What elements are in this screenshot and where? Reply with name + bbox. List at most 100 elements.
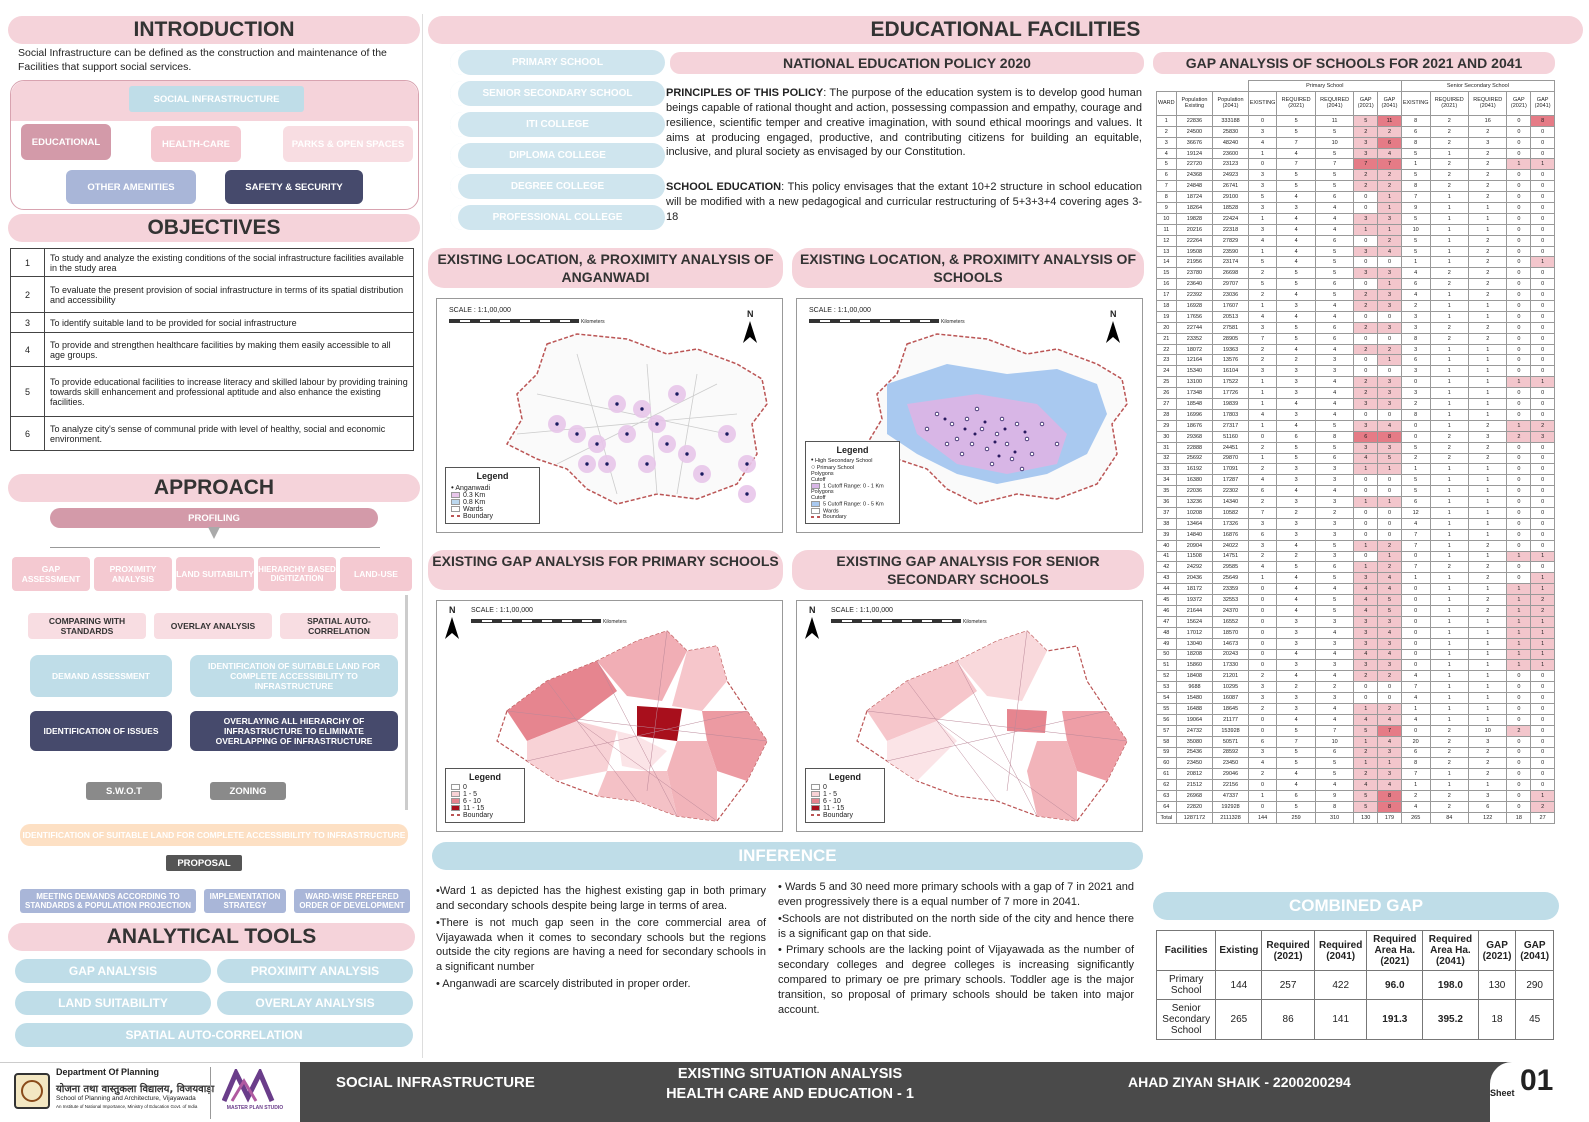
combined-cell: 422 [1313, 970, 1368, 1000]
gap-cell: 0 [1400, 376, 1431, 389]
gap-cell: 1 [1467, 692, 1508, 704]
gap-cell: 1 [1429, 702, 1470, 715]
gap-cell: 3 [1314, 463, 1355, 476]
north-arrow-icon [445, 617, 459, 639]
gap-cell: 310 [1314, 811, 1355, 824]
gap-cell: 1 [1247, 398, 1278, 410]
gap-cell: 0 [1353, 256, 1379, 269]
gap-cell: 1 [1429, 310, 1470, 323]
gap-cell: 0 [1377, 310, 1402, 323]
gap-cell: 0 [1530, 517, 1555, 530]
gap-cell: 1 [1429, 245, 1470, 258]
gap-row: 45 19372 32553 0 4 5 4 5 0 1 2 1 2 [1156, 594, 1555, 606]
gap-cell: 2 [1467, 278, 1508, 291]
gap-cell: 20812 [1175, 768, 1214, 781]
gap-cell: 8 [1400, 136, 1431, 149]
amenities-chip: OTHER AMENITIES [66, 170, 196, 204]
gap-row: 3 36676 48240 4 7 10 3 6 8 2 3 0 0 [1156, 136, 1555, 149]
gap-cell: 0 [1506, 169, 1532, 182]
gap-cell: 0 [1530, 496, 1555, 508]
combined-title: COMBINED GAP [1153, 892, 1559, 920]
gap-row: 2 24500 25830 3 5 5 2 2 6 2 2 0 0 [1156, 125, 1555, 138]
map-anganwadi[interactable]: SCALE : 1:1,00,000 Kilometers N Legend •… [436, 298, 783, 533]
gap-cell: 3 [1276, 659, 1316, 672]
gap-cell: 0 [1506, 365, 1532, 378]
gap-cell: 0 [1530, 735, 1555, 748]
legend-item-6: Cutoff [811, 495, 826, 502]
gap-cell: 5 [1314, 125, 1355, 138]
gap-cell: 2 [1467, 191, 1508, 204]
legend-text: Boundary [823, 514, 847, 520]
gap-cell: 0 [1353, 517, 1379, 530]
gap-cell: 2 [1247, 463, 1278, 476]
gap-cell: 4 [1377, 583, 1402, 596]
gap-cell: 29585 [1212, 561, 1249, 574]
gap-cell: 2 [1247, 441, 1278, 454]
gap-cell: 1 [1467, 376, 1508, 389]
gap-cell: 6 [1400, 354, 1431, 367]
gap-row: 5 22720 23123 0 7 7 7 7 1 2 2 1 1 [1156, 158, 1555, 171]
gap-cell: 0 [1506, 408, 1532, 421]
gap-cell: 15 [1156, 267, 1177, 280]
gap-cell: 6 [1276, 430, 1316, 443]
gap-cell: 0 [1530, 212, 1555, 225]
gap-cell: 1 [1467, 713, 1508, 726]
gap-cell: 1 [1429, 626, 1470, 639]
gap-cell: 52 [1156, 670, 1177, 683]
gap-cell: 11 [1314, 114, 1355, 127]
gap-cell: 4 [1314, 626, 1355, 639]
gap-cell: 5 [1314, 441, 1355, 454]
gap-cell: 1 [1429, 343, 1470, 356]
gap-cell: 59 [1156, 746, 1177, 759]
gap-cell: 29368 [1175, 430, 1214, 443]
gap-cell: 3 [1353, 659, 1379, 672]
gap-cell: 3 [1276, 387, 1316, 400]
legend-text: 6 - 10 [823, 798, 841, 805]
gap-cell: 1 [1506, 604, 1532, 617]
spa-name: School of Planning and Architecture, Vij… [56, 1095, 196, 1102]
gap-cell: 6 [1314, 746, 1355, 759]
gap-row: 32 25692 29870 1 5 6 4 5 2 2 2 0 0 [1156, 452, 1555, 465]
edu-facility-item: SENIOR SECONDARY SCHOOL [450, 81, 665, 106]
gap-cell: 1 [1467, 506, 1508, 519]
gap-cell: 4 [1314, 485, 1355, 498]
gap-cell: 29870 [1212, 452, 1249, 465]
gap-cell: 1 [1530, 256, 1555, 269]
gap-cell: 2 [1247, 343, 1278, 356]
gap-cell: 23 [1156, 354, 1177, 367]
gap-row: 31 22888 24451 2 5 5 3 3 5 2 2 0 0 [1156, 441, 1555, 454]
gap-cell: 1 [1429, 376, 1470, 389]
combined-cell: Primary School [1155, 970, 1217, 1000]
map3-scale: SCALE : 1:1,00,000 [471, 607, 533, 614]
gap-cell: 1 [1353, 757, 1379, 770]
map-secondary-gap[interactable]: SCALE : 1:1,00,000 Kilometers N Legend 0… [796, 600, 1143, 832]
gap-cell: 7 [1353, 158, 1379, 171]
ident-box: IDENTIFICATION OF SUITABLE LAND FOR COMP… [190, 655, 398, 697]
gap-cell: 18676 [1175, 419, 1214, 432]
gap-row: 49 13040 14673 0 3 3 3 3 0 1 1 1 1 [1156, 637, 1555, 650]
gap-cell: 8 [1400, 180, 1431, 193]
gap-cell: 2 [1429, 278, 1470, 291]
edu-facility-item: DIPLOMA COLLEGE [450, 143, 665, 168]
gap-cell: 0 [1530, 779, 1555, 792]
gap-cell: 0 [1506, 114, 1532, 127]
gap-row: Total 1287172 2111328 144 259 310 130 179 265 84 1… [1156, 811, 1555, 824]
gap-cell: 0 [1247, 659, 1278, 672]
gap-cell: 1 [1429, 387, 1470, 400]
gap-cell: 5 [1276, 332, 1316, 345]
gap-cell: 0 [1247, 801, 1278, 813]
edu-facility-list: PRIMARY SCHOOL SENIOR SECONDARY SCHOOL ITI… [450, 50, 665, 236]
tool-prox: PROXIMITY ANALYSIS [217, 959, 413, 983]
gap-cell: 17091 [1212, 463, 1249, 476]
gap-cell: 24 [1156, 365, 1177, 378]
gap-cell: 3 [1377, 637, 1402, 650]
map-primary-gap[interactable]: SCALE : 1:1,00,000 Kilometers N Legend 0… [436, 600, 783, 832]
gap-cell: 0 [1506, 790, 1532, 802]
gap-cell: 13040 [1175, 637, 1214, 650]
map-schools[interactable]: SCALE : 1:1,00,000 Kilometers N Legend •… [796, 298, 1143, 533]
gap-cell: 2 [1467, 125, 1508, 138]
map2-city-shape [865, 333, 1128, 505]
gap-cell: 16104 [1212, 365, 1249, 378]
gap-row: 54 15480 16087 3 3 3 0 0 4 1 1 0 0 [1156, 692, 1555, 704]
gap-cell: 5 [1247, 256, 1278, 269]
